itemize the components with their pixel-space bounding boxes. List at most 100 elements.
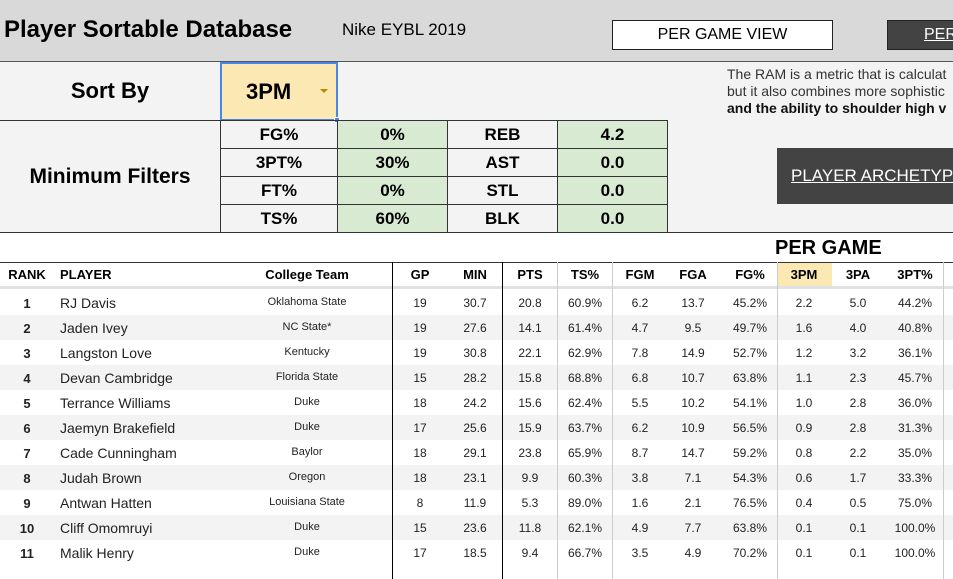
cell-3pa: 5.0 [849, 296, 867, 310]
cell-gp: 15 [413, 521, 427, 535]
table-row[interactable]: 9 Antwan Hatten Louisiana State 8 11.9 5.3 89.… [0, 490, 953, 515]
filter-value-input[interactable]: 30% [337, 148, 448, 177]
minimum-filters-label: Minimum Filters [0, 120, 221, 233]
table-row[interactable]: 1 RJ Davis Oklahoma State 19 30.7 20.8 60.9% 6.… [0, 290, 953, 315]
per-other-view-button[interactable]: PER [887, 20, 953, 50]
cell-gp: 17 [413, 421, 427, 435]
filter-value-input[interactable]: 60% [337, 204, 448, 233]
column-header[interactable]: RANK [8, 267, 46, 282]
cell-rank: 6 [23, 421, 31, 436]
table-row[interactable]: 7 Cade Cunningham Baylor 18 29.1 23.8 65.9% 8.7… [0, 440, 953, 465]
cell-college-team: Baylor [291, 446, 323, 458]
ram-text-bold: and the ability to shoulder high v [727, 100, 947, 116]
cell-fgm: 5.5 [631, 396, 649, 410]
sort-by-label: Sort By [0, 62, 221, 121]
cell-rank: 5 [23, 396, 31, 411]
cell-ts-: 60.3% [567, 471, 603, 485]
cell-gp: 17 [413, 546, 427, 560]
column-header[interactable]: TS% [570, 267, 600, 282]
cell-min: 30.7 [463, 296, 487, 310]
cell-fgm: 6.2 [631, 296, 649, 310]
cell-player: Cade Cunningham [60, 445, 177, 461]
filter-value-input[interactable]: 4.2 [557, 120, 668, 149]
cell-min: 30.8 [463, 346, 487, 360]
cell-fga: 4.9 [684, 546, 702, 560]
cell-fgm: 6.8 [631, 371, 649, 385]
player-archetype-button[interactable]: PLAYER ARCHETYP [777, 148, 953, 204]
filter-value-input[interactable]: 0% [337, 120, 448, 149]
cell-rank: 3 [23, 346, 31, 361]
cell-3pm: 1.1 [795, 371, 813, 385]
cell-pts: 20.8 [518, 296, 542, 310]
cell-3pm: 0.8 [795, 446, 813, 460]
cell-3pa: 0.1 [849, 546, 867, 560]
table-row[interactable]: 11 Malik Henry Duke 17 18.5 9.4 66.7% 3.5 4.9 70.… [0, 540, 953, 565]
cell-college-team: Florida State [275, 371, 339, 383]
cell-player: Devan Cambridge [60, 370, 173, 386]
cell-min: 29.1 [463, 446, 487, 460]
cell-min: 24.2 [463, 396, 487, 410]
table-row[interactable]: 2 Jaden Ivey NC State* 19 27.6 14.1 61.4% 4.7 9.… [0, 315, 953, 340]
cell-pts: 9.9 [521, 471, 539, 485]
cell-rank: 7 [23, 446, 31, 461]
cell-fg-: 54.3% [732, 471, 768, 485]
cell-fgm: 4.7 [631, 321, 649, 335]
cell-rank: 10 [19, 521, 35, 536]
filter-value-input[interactable]: 0% [337, 176, 448, 205]
cell-3pt-: 44.2% [897, 296, 933, 310]
cell-gp: 19 [413, 321, 427, 335]
column-header[interactable]: PTS [517, 267, 543, 282]
cell-3pa: 4.0 [849, 321, 867, 335]
dropdown-caret-icon [320, 89, 328, 93]
column-header[interactable]: FG% [735, 267, 765, 282]
column-header[interactable]: FGA [679, 267, 707, 282]
cell-3pa: 2.8 [849, 396, 867, 410]
cell-3pm: 0.1 [795, 521, 813, 535]
cell-ts-: 62.4% [567, 396, 603, 410]
sort-by-dropdown[interactable]: 3PM [220, 62, 338, 121]
cell-3pa: 2.3 [849, 371, 867, 385]
column-header[interactable]: FGM [625, 267, 655, 282]
table-row[interactable]: 3 Langston Love Kentucky 19 30.8 22.1 62.9% 7.8… [0, 340, 953, 365]
per-game-view-button[interactable]: PER GAME VIEW [612, 20, 833, 50]
column-header[interactable]: PLAYER [60, 267, 112, 282]
column-header[interactable]: 3PT% [897, 267, 933, 282]
table-row[interactable]: 5 Terrance Williams Duke 18 24.2 15.6 62.4% 5.5… [0, 390, 953, 415]
filter-stat-label: AST [447, 148, 558, 177]
cell-min: 23.1 [463, 471, 487, 485]
cell-gp: 8 [416, 496, 424, 510]
cell-player: Malik Henry [60, 545, 134, 561]
cell-college-team: NC State* [282, 321, 332, 333]
table-row[interactable]: 6 Jaemyn Brakefield Duke 17 25.6 15.9 63.7% 6.2… [0, 415, 953, 440]
filter-value-input[interactable]: 0.0 [557, 204, 668, 233]
cell-fgm: 1.6 [631, 496, 649, 510]
column-header[interactable]: 3PA [845, 267, 871, 282]
cell-fga: 9.5 [684, 321, 702, 335]
cell-3pm: 0.4 [795, 496, 813, 510]
cell-rank: 1 [23, 296, 31, 311]
cell-ts-: 62.9% [567, 346, 603, 360]
cell-3pt-: 45.7% [897, 371, 933, 385]
cell-fga: 10.7 [681, 371, 705, 385]
filter-value-input[interactable]: 0.0 [557, 176, 668, 205]
table-row[interactable]: 8 Judah Brown Oregon 18 23.1 9.9 60.3% 3.8 7.1 54… [0, 465, 953, 490]
filter-value-input[interactable]: 0.0 [557, 148, 668, 177]
column-header[interactable]: 3PM [790, 267, 818, 282]
column-header[interactable]: MIN [463, 267, 487, 282]
cell-ts-: 89.0% [567, 496, 603, 510]
cell-ts-: 60.9% [567, 296, 603, 310]
column-divider [502, 262, 503, 579]
cell-pts: 15.8 [518, 371, 542, 385]
cell-pts: 23.8 [518, 446, 542, 460]
cell-3pa: 2.8 [849, 421, 867, 435]
column-divider [777, 262, 778, 579]
column-header[interactable]: GP [410, 267, 430, 282]
column-divider [943, 262, 944, 579]
table-row[interactable]: 4 Devan Cambridge Florida State 15 28.2 15.8 6… [0, 365, 953, 390]
cell-3pt-: 36.1% [897, 346, 933, 360]
column-header[interactable]: College Team [265, 267, 349, 282]
cell-fga: 14.9 [681, 346, 705, 360]
table-row[interactable]: 10 Cliff Omomruyi Duke 15 23.6 11.8 62.1% 4.9 7.… [0, 515, 953, 540]
cell-player: Judah Brown [60, 470, 142, 486]
sort-by-value: 3PM [246, 79, 292, 104]
